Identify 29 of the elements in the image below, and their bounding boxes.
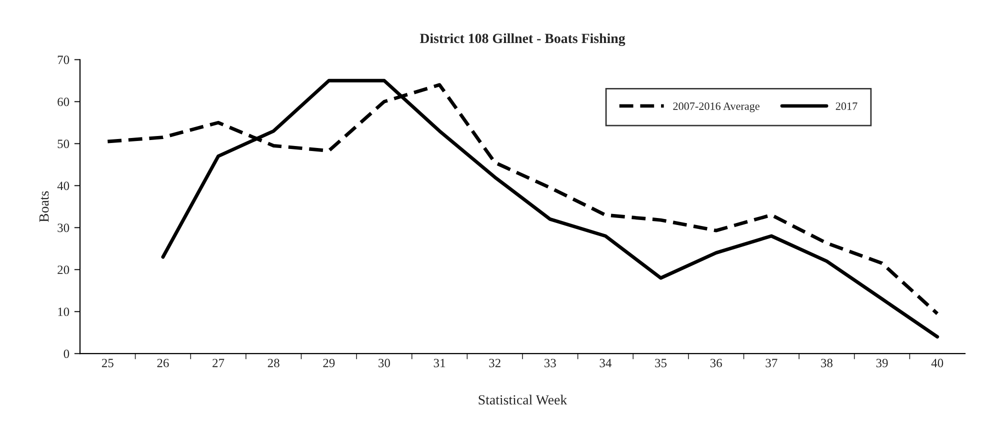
x-tick-label: 40 bbox=[931, 358, 944, 368]
x-tick-label: 30 bbox=[378, 358, 390, 368]
x-tick-label: 39 bbox=[876, 358, 888, 368]
y-tick-label: 20 bbox=[58, 266, 70, 274]
legend-label: 2017 bbox=[836, 102, 858, 110]
y-tick-label: 30 bbox=[58, 224, 70, 232]
x-tick-label: 33 bbox=[544, 358, 556, 368]
y-tick-label: 40 bbox=[57, 182, 70, 190]
x-tick-label: 25 bbox=[102, 358, 114, 368]
x-tick-label: 36 bbox=[710, 358, 722, 368]
x-tick-label: 34 bbox=[600, 358, 612, 368]
x-tick-label: 37 bbox=[766, 358, 778, 368]
legend-label: 2007-2016 Average bbox=[673, 102, 760, 112]
x-tick-label: 29 bbox=[323, 358, 335, 368]
x-tick-label: 28 bbox=[268, 358, 280, 368]
x-tick-label: 32 bbox=[489, 358, 500, 368]
x-tick-label: 31 bbox=[434, 358, 446, 368]
y-tick-label: 10 bbox=[58, 308, 70, 316]
y-tick-label: 50 bbox=[58, 140, 70, 148]
x-tick-label: 35 bbox=[655, 358, 667, 368]
y-tick-label: 0 bbox=[64, 350, 70, 358]
y-axis-title: Boats bbox=[39, 191, 49, 222]
x-tick-label: 27 bbox=[212, 358, 224, 368]
x-axis-title: Statistical Week bbox=[478, 394, 568, 405]
chart-title: District 108 Gillnet - Boats Fishing bbox=[420, 33, 626, 46]
y-tick-label: 70 bbox=[58, 56, 70, 64]
x-tick-label: 26 bbox=[157, 358, 169, 368]
y-tick-label: 60 bbox=[58, 98, 70, 106]
x-tick-label: 38 bbox=[821, 358, 832, 368]
